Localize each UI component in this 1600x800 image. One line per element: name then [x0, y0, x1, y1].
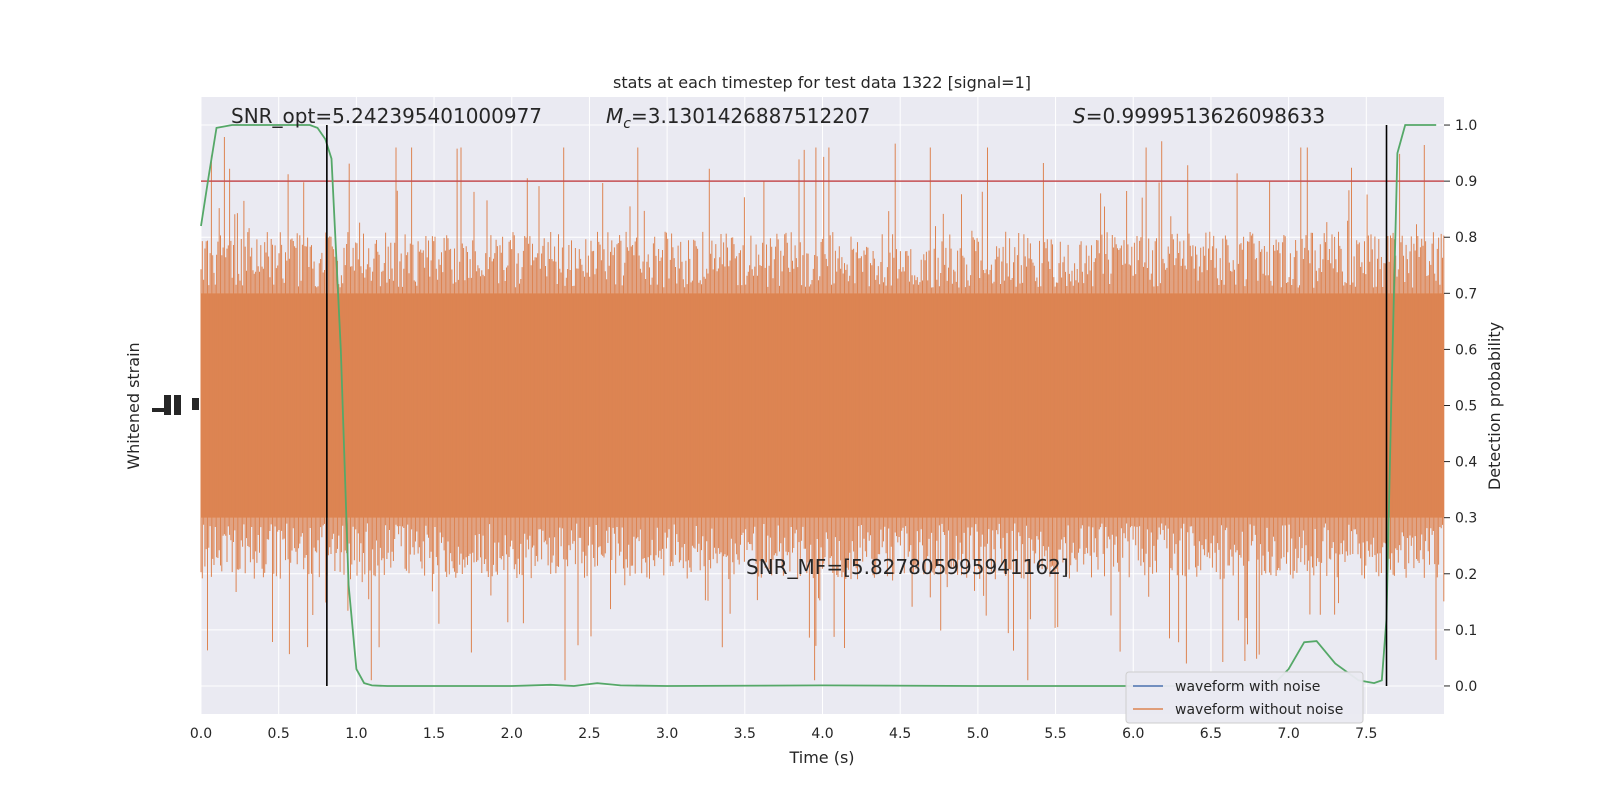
legend-label-with-noise: waveform with noise — [1175, 679, 1320, 695]
x-tick-label: 7.5 — [1355, 726, 1377, 742]
x-tick-label: 4.5 — [889, 726, 911, 742]
y-tick-label: 0.8 — [1455, 230, 1477, 246]
x-tick-label: 6.0 — [1122, 726, 1144, 742]
x-tick-label: 3.0 — [656, 726, 678, 742]
x-tick-label: 5.0 — [967, 726, 989, 742]
y-tick-label: 0.3 — [1455, 511, 1477, 527]
x-axis-ticks: 0.0 0.5 1.0 1.5 2.0 2.5 3.0 3.5 4.0 4.5 5.0 5.5 6.0 6… — [190, 726, 1378, 742]
y-tick-label: 0.5 — [1455, 399, 1477, 415]
legend-box — [1125, 671, 1364, 724]
y-tick-label: 0.7 — [1455, 286, 1477, 302]
x-tick-label: 2.0 — [501, 726, 523, 742]
probability-curve — [200, 124, 1437, 687]
x-tick-label: 2.5 — [578, 726, 600, 742]
y-axis-label-left: Whitened strain — [124, 342, 143, 469]
y-tick-label: 0.0 — [1455, 679, 1477, 695]
y-tick-label: 0.6 — [1455, 342, 1477, 358]
y-tick-label: 0.2 — [1455, 567, 1477, 583]
x-tick-label: 0.0 — [190, 726, 212, 742]
x-tick-label: 5.5 — [1044, 726, 1066, 742]
score-annotation: S=0.9999513626098633 — [1073, 104, 1325, 128]
y-tick-label: 1.0 — [1455, 118, 1477, 134]
y-axis-ticks-right: 0.0 0.1 0.2 0.3 0.4 0.5 0.6 0.7 0.8 0.9 1.0 — [1444, 118, 1477, 695]
chart-title: stats at each timestep for test data 132… — [613, 73, 1031, 92]
y-tick-label: 0.1 — [1455, 623, 1477, 639]
x-tick-label: 0.5 — [268, 726, 290, 742]
left-axis-squashed-ticks — [152, 395, 199, 415]
snr-opt-annotation: SNR_opt=5.242395401000977 — [231, 104, 542, 128]
y-tick-label: 0.4 — [1455, 455, 1477, 471]
y-tick-label: 0.9 — [1455, 174, 1477, 190]
y-axis-label-right: Detection probability — [1485, 322, 1504, 490]
x-tick-label: 1.0 — [345, 726, 367, 742]
legend-label-without-noise: waveform without noise — [1175, 702, 1343, 718]
legend: waveform with noise waveform without noi… — [1125, 671, 1364, 724]
x-tick-label: 6.5 — [1200, 726, 1222, 742]
x-tick-label: 3.5 — [734, 726, 756, 742]
snr-mf-annotation: SNR_MF=[5.827805995941162] — [746, 555, 1069, 579]
chirp-mass-annotation: Mc=3.1301426887512207 — [606, 104, 870, 132]
x-axis-label: Time (s) — [788, 748, 854, 767]
x-tick-label: 7.0 — [1277, 726, 1299, 742]
x-tick-label: 1.5 — [423, 726, 445, 742]
trigger-lines — [326, 125, 1388, 686]
x-tick-label: 4.0 — [811, 726, 833, 742]
strain-waveform — [200, 137, 1445, 681]
strain-waveform-trace — [200, 137, 1445, 681]
detection-probability-line — [200, 124, 1437, 687]
